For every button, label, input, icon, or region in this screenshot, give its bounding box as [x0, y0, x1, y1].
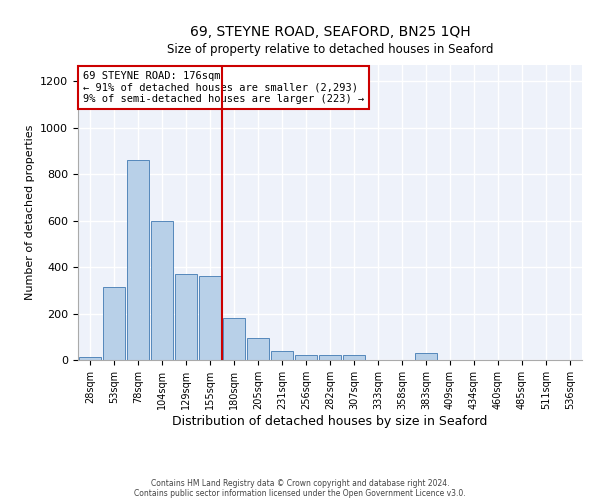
Bar [343, 356, 365, 360]
Bar [247, 338, 269, 360]
Text: Size of property relative to detached houses in Seaford: Size of property relative to detached ho… [167, 42, 493, 56]
Bar [223, 318, 245, 360]
Bar [127, 160, 149, 360]
Text: 69, STEYNE ROAD, SEAFORD, BN25 1QH: 69, STEYNE ROAD, SEAFORD, BN25 1QH [190, 25, 470, 39]
Bar [103, 287, 125, 360]
Text: Contains HM Land Registry data © Crown copyright and database right 2024.: Contains HM Land Registry data © Crown c… [151, 478, 449, 488]
Bar [295, 356, 317, 360]
Bar [199, 276, 221, 360]
Bar [415, 354, 437, 360]
Text: 69 STEYNE ROAD: 176sqm
← 91% of detached houses are smaller (2,293)
9% of semi-d: 69 STEYNE ROAD: 176sqm ← 91% of detached… [83, 71, 364, 104]
Bar [151, 220, 173, 360]
Y-axis label: Number of detached properties: Number of detached properties [25, 125, 35, 300]
X-axis label: Distribution of detached houses by size in Seaford: Distribution of detached houses by size … [172, 414, 488, 428]
Bar [79, 356, 101, 360]
Text: Contains public sector information licensed under the Open Government Licence v3: Contains public sector information licen… [134, 488, 466, 498]
Bar [175, 274, 197, 360]
Bar [271, 350, 293, 360]
Bar [319, 356, 341, 360]
